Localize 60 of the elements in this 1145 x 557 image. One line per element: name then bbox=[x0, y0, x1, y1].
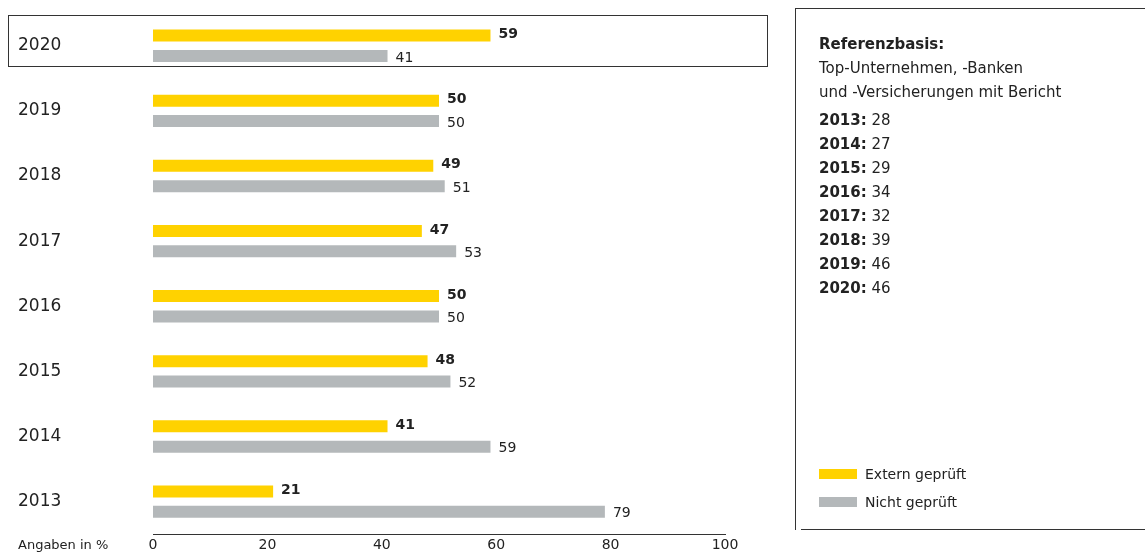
text: 2019: 46 bbox=[819, 255, 891, 273]
bar bbox=[153, 245, 457, 258]
legend-label: Nicht geprüft bbox=[865, 494, 958, 510]
y-tick-label: 2013 bbox=[18, 490, 62, 511]
bar bbox=[153, 505, 605, 518]
bar bbox=[153, 224, 422, 237]
data-label: 50 bbox=[447, 90, 467, 107]
data-label: 59 bbox=[498, 25, 518, 42]
data-label: 79 bbox=[612, 504, 631, 521]
bar bbox=[153, 420, 388, 433]
x-tick-label: 40 bbox=[372, 536, 391, 553]
y-tick-label: 2016 bbox=[18, 294, 62, 315]
data-label: 48 bbox=[435, 350, 456, 367]
data-label: 50 bbox=[447, 113, 465, 130]
bar bbox=[153, 290, 439, 303]
y-tick-label: 2017 bbox=[18, 229, 62, 250]
y-tick-label: 2019 bbox=[18, 99, 62, 120]
data-label: 59 bbox=[498, 439, 517, 456]
data-label: 52 bbox=[458, 374, 477, 391]
text: 2014: 27 bbox=[819, 135, 891, 153]
data-label: 41 bbox=[395, 415, 415, 432]
bar bbox=[153, 94, 439, 107]
data-label: 47 bbox=[429, 220, 450, 237]
x-tick-label: 100 bbox=[711, 536, 739, 553]
bar bbox=[153, 159, 434, 172]
bar bbox=[153, 115, 439, 128]
y-tick-label: 2014 bbox=[18, 424, 62, 445]
text: 2016: 34 bbox=[819, 183, 891, 201]
text: 2017: 32 bbox=[819, 207, 891, 225]
x-axis-title: Angaben in % bbox=[18, 537, 109, 552]
text: 2015: 29 bbox=[819, 159, 891, 177]
bar bbox=[153, 375, 451, 388]
text: und -Versicherungen mit Bericht bbox=[819, 83, 1062, 101]
bar bbox=[153, 485, 274, 498]
text: 2013: 28 bbox=[819, 111, 891, 129]
text: Top-Unternehmen, -Banken bbox=[819, 59, 1024, 77]
legend-label: Extern geprüft bbox=[865, 466, 967, 482]
text: 2018: 39 bbox=[819, 231, 891, 249]
x-tick-label: 60 bbox=[487, 536, 506, 553]
bar bbox=[153, 440, 491, 453]
y-tick-label: 2020 bbox=[18, 34, 62, 55]
text: Referenzbasis: bbox=[819, 35, 945, 53]
x-tick-label: 0 bbox=[148, 536, 158, 553]
data-label: 49 bbox=[441, 155, 461, 172]
x-tick-label: 20 bbox=[258, 536, 277, 553]
data-label: 51 bbox=[452, 178, 471, 195]
data-label: 41 bbox=[395, 48, 414, 65]
data-label: 21 bbox=[281, 481, 301, 498]
bar bbox=[153, 49, 388, 62]
y-tick-label: 2015 bbox=[18, 359, 62, 380]
text: 2020: 46 bbox=[819, 279, 891, 297]
y-tick-label: 2018 bbox=[18, 164, 62, 185]
bar bbox=[153, 310, 439, 323]
bar bbox=[153, 29, 491, 42]
data-label: 50 bbox=[447, 309, 465, 326]
x-tick-label: 80 bbox=[601, 536, 620, 553]
bar bbox=[153, 355, 428, 368]
data-label: 53 bbox=[464, 243, 482, 260]
bar bbox=[153, 180, 445, 193]
data-label: 50 bbox=[447, 285, 467, 302]
